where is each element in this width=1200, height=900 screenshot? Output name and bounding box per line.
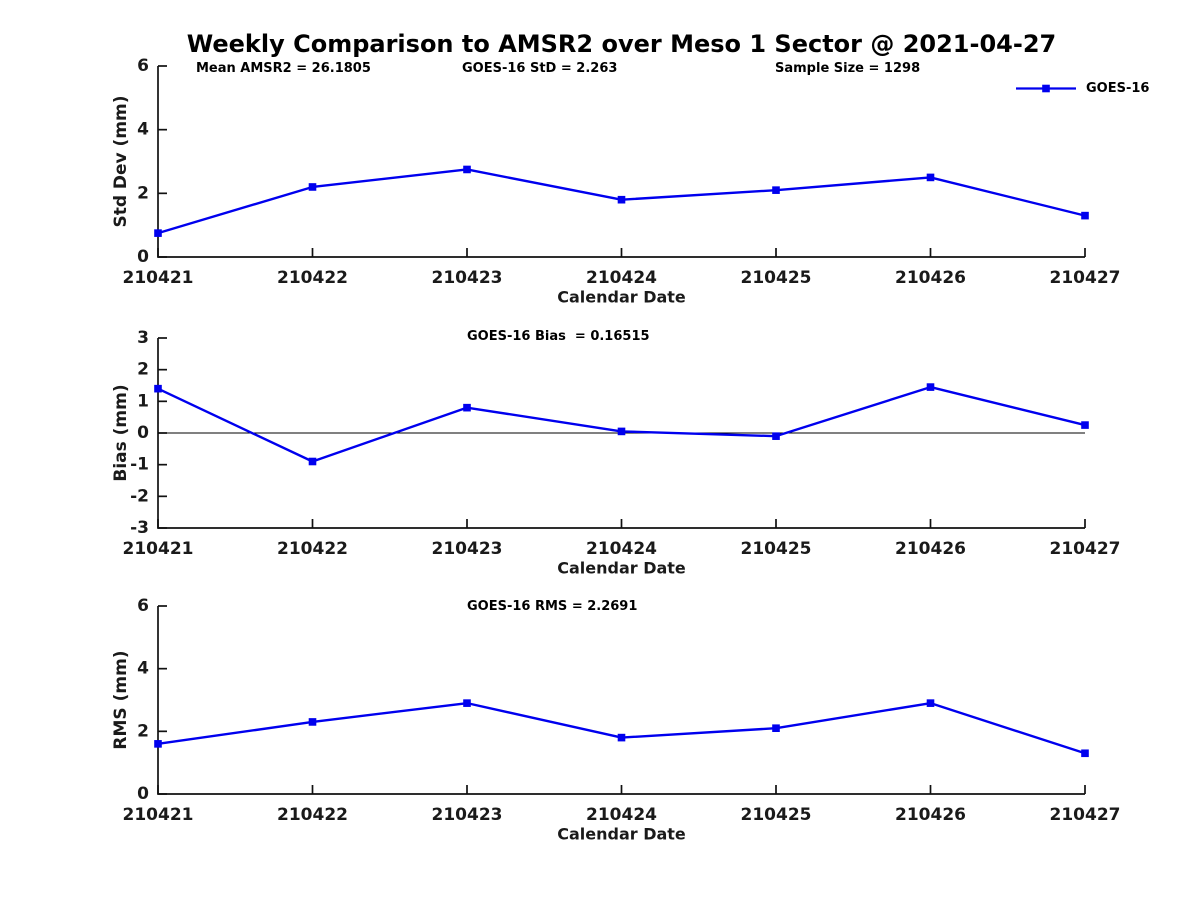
y-tick-label: -1: [130, 455, 149, 475]
y-tick-label: 0: [137, 247, 149, 267]
series-marker: [1081, 421, 1089, 429]
x-tick-label: 210427: [1050, 805, 1121, 825]
axis-spines: [157, 606, 1085, 795]
x-tick-label: 210427: [1050, 539, 1121, 559]
y-axis-label: Bias (mm): [111, 384, 131, 481]
series-line: [157, 385, 1086, 463]
y-tick-label: 4: [137, 659, 149, 679]
series-marker: [1081, 211, 1089, 220]
x-tick-label: 210424: [586, 539, 657, 559]
x-tick-label: 210426: [895, 268, 966, 288]
y-tick-label: -3: [130, 518, 149, 538]
y-axis-label: RMS (mm): [111, 650, 131, 749]
x-tick-label: 210424: [586, 805, 657, 825]
series-marker: [463, 165, 471, 174]
x-axis-label: Calendar Date: [557, 559, 686, 578]
series-marker: [926, 699, 935, 707]
legend-label: GOES-16: [1086, 80, 1150, 96]
x-tick-label: 210425: [741, 539, 812, 559]
series-marker: [308, 457, 317, 466]
x-tick-label: 210426: [895, 805, 966, 825]
series-marker: [308, 183, 317, 191]
x-tick-label: 210426: [895, 539, 966, 559]
y-tick-label: 6: [137, 56, 149, 76]
series-marker: [617, 195, 626, 204]
series-marker: [154, 229, 162, 237]
y-tick-label: 1: [137, 391, 149, 411]
x-axis-label: Calendar Date: [557, 825, 686, 844]
annotation-goes16-bias: GOES-16 Bias = 0.16515: [467, 329, 650, 344]
series-marker: [617, 733, 626, 742]
figure-title: Weekly Comparison to AMSR2 over Meso 1 S…: [186, 30, 1057, 58]
chart-std-dev: 0 2 4 6 210421 210422 210423 210424 210425 210426…: [111, 56, 1120, 307]
annotation-mean-amsr2: Mean AMSR2 = 26.1805: [196, 61, 371, 76]
y-tick-label: 2: [137, 360, 149, 380]
x-tick-label: 210421: [123, 268, 194, 288]
legend-line-marker-icon: [1016, 84, 1076, 92]
legend: GOES-16: [1016, 80, 1149, 96]
annotation-sample-size: Sample Size = 1298: [775, 61, 921, 76]
y-tick-label: 2: [137, 183, 149, 203]
x-tick-label: 210427: [1050, 268, 1121, 288]
x-tick-label: 210422: [277, 805, 348, 825]
legend-marker: [1042, 84, 1050, 92]
series-marker: [154, 740, 162, 748]
series-marker: [463, 699, 471, 707]
x-tick-label: 210421: [123, 539, 194, 559]
x-tick-label: 210425: [741, 268, 812, 288]
x-tick-label: 210423: [432, 805, 503, 825]
y-tick-label: 0: [137, 423, 149, 443]
y-tick-label: 2: [137, 721, 149, 741]
x-tick-label: 210422: [277, 539, 348, 559]
series-marker: [308, 718, 317, 726]
series-marker: [926, 173, 935, 182]
x-tick-label: 210424: [586, 268, 657, 288]
series-marker: [463, 403, 471, 412]
x-axis-label: Calendar Date: [557, 288, 686, 307]
annotation-goes16-std: GOES-16 StD = 2.263: [462, 61, 618, 76]
series-line: [157, 701, 1086, 755]
axis-spines: [157, 66, 1085, 258]
series-marker: [772, 432, 780, 440]
y-tick-label: 4: [137, 120, 149, 140]
y-tick-label: 0: [137, 784, 149, 804]
series-marker: [772, 724, 780, 732]
series-marker: [617, 427, 626, 436]
series-marker: [154, 384, 162, 393]
series-marker: [1081, 749, 1089, 758]
x-tick-label: 210425: [741, 805, 812, 825]
y-tick-label: 3: [137, 328, 149, 348]
x-tick-label: 210423: [432, 539, 503, 559]
x-tick-label: 210423: [432, 268, 503, 288]
y-tick-label: 6: [137, 596, 149, 616]
y-tick-label: -2: [130, 486, 149, 506]
series-marker: [926, 383, 935, 391]
series-marker: [772, 186, 780, 194]
x-tick-label: 210421: [123, 805, 194, 825]
annotation-goes16-rms: GOES-16 RMS = 2.2691: [467, 599, 638, 614]
x-tick-label: 210422: [277, 268, 348, 288]
y-axis-label: Std Dev (mm): [111, 95, 131, 227]
chart-rms: 0 2 4 6 210421 210422 210423 210424 210425 210426…: [111, 596, 1120, 844]
